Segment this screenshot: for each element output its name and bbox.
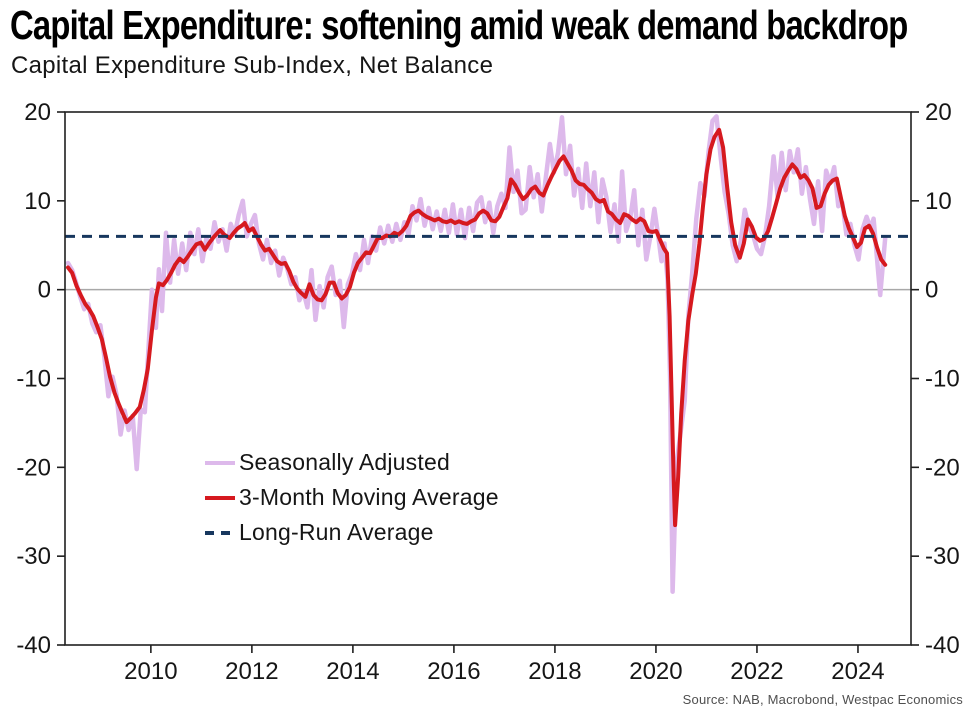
seasonally-adjusted-line-icon — [205, 460, 235, 465]
y-tick-label-right: -20 — [925, 454, 960, 481]
y-tick-label-right: -40 — [925, 632, 960, 659]
page-title: Capital Expenditure: softening amid weak… — [10, 2, 908, 48]
y-tick-label-left: -40 — [16, 632, 51, 659]
y-tick-label-left: 0 — [38, 277, 51, 304]
x-tick-label: 2014 — [326, 658, 379, 685]
y-tick-label-right: 10 — [925, 188, 952, 215]
chart-legend: Seasonally Adjusted 3-Month Moving Avera… — [205, 449, 499, 546]
y-tick-label-right: -10 — [925, 366, 960, 393]
x-tick-label: 2012 — [225, 658, 278, 685]
moving-average-line-icon — [205, 495, 235, 500]
x-tick-label: 2018 — [528, 658, 581, 685]
y-tick-label-left: 10 — [24, 188, 51, 215]
3-month-moving-average-series-line — [66, 127, 888, 528]
x-tick-label: 2016 — [427, 658, 480, 685]
y-tick-label-left: -10 — [16, 366, 51, 393]
x-tick-label: 2010 — [124, 658, 177, 685]
y-tick-label-right: -30 — [925, 543, 960, 570]
long-run-average-dashed-line-icon — [205, 530, 235, 535]
legend-item-long-run-average: Long-Run Average — [205, 519, 499, 546]
x-tick-label: 2020 — [629, 658, 682, 685]
legend-label: Seasonally Adjusted — [239, 449, 450, 475]
plot-border — [64, 111, 912, 646]
x-tick-label: 2022 — [730, 658, 783, 685]
source-attribution: Source: NAB, Macrobond, Westpac Economic… — [682, 692, 963, 707]
y-tick-label-left: -30 — [16, 543, 51, 570]
x-tick-label: 2024 — [831, 658, 884, 685]
chart-subtitle: Capital Expenditure Sub-Index, Net Balan… — [11, 52, 494, 79]
y-tick-label-left: 20 — [24, 99, 51, 126]
y-tick-label-right: 0 — [925, 277, 938, 304]
y-tick-label-left: -20 — [16, 454, 51, 481]
legend-item-seasonally-adjusted: Seasonally Adjusted — [205, 449, 499, 476]
legend-label: 3-Month Moving Average — [239, 484, 499, 510]
y-tick-label-right: 20 — [925, 99, 952, 126]
legend-item-moving-average: 3-Month Moving Average — [205, 484, 499, 511]
legend-label: Long-Run Average — [239, 519, 434, 545]
